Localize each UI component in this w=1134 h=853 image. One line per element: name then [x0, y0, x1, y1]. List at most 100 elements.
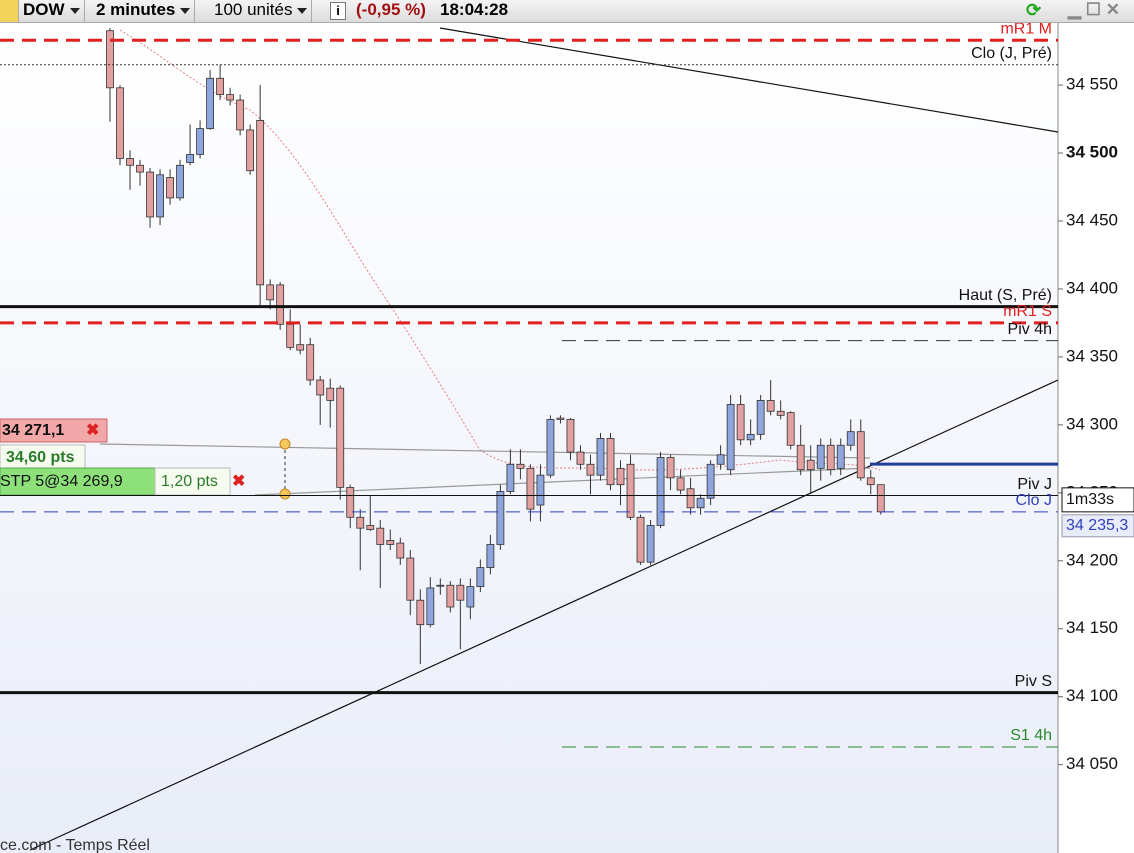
change: (-0,95 %)	[356, 0, 426, 19]
candle-body	[166, 177, 174, 199]
y-tick-label: 34 400	[1066, 278, 1118, 297]
candle-body	[356, 516, 365, 529]
candle-body	[626, 463, 635, 518]
candle-body	[336, 387, 345, 488]
candle-body	[526, 467, 535, 510]
candle-body	[486, 544, 495, 568]
level-label: Clo (J, Pré)	[971, 45, 1052, 62]
candle-body	[706, 463, 715, 499]
units-select[interactable]: 100 unités	[210, 0, 313, 22]
toolbar: DOW 2 minutes 100 unités i (-0,95 %) 18:…	[0, 0, 1134, 23]
countdown-box	[1061, 487, 1134, 513]
candle-body	[426, 587, 435, 626]
candle-body	[826, 444, 835, 471]
refresh[interactable]: ⟳	[1026, 0, 1042, 20]
y-tick-label: 34 500	[1066, 143, 1118, 162]
candle-body	[566, 419, 575, 453]
level-label: S1 4h	[1010, 727, 1052, 744]
candle-body	[576, 451, 585, 465]
candle-body	[396, 542, 405, 559]
y-tick-label: 34 200	[1066, 550, 1118, 569]
footer: ce.com - Temps Réel	[0, 837, 150, 853]
candle-body	[266, 284, 275, 301]
candle-body	[416, 599, 425, 626]
candle-body	[436, 584, 445, 587]
candle-body	[146, 171, 154, 218]
icon[interactable]	[0, 0, 19, 22]
candle-body	[116, 87, 124, 159]
y-tick-label: 34 050	[1066, 754, 1118, 773]
candle-body	[776, 410, 785, 416]
y-tick-label: 34 550	[1066, 75, 1118, 94]
candle-body	[276, 284, 285, 325]
order-handle[interactable]	[279, 488, 291, 500]
candle-body	[726, 404, 735, 471]
level-label: Clo J	[1016, 492, 1052, 509]
candle-body	[606, 438, 615, 486]
candle-body	[836, 444, 845, 469]
last-price-box	[1061, 514, 1134, 538]
candle-body	[106, 30, 114, 89]
candle-body	[286, 323, 295, 348]
order-panel: 34 271,1 ✖ 34,60 pts STP 5@34 269,9 1,20…	[0, 418, 245, 496]
candle-body	[226, 94, 235, 101]
trend-line	[439, 27, 1059, 133]
candle-body	[586, 463, 595, 476]
order-line	[254, 467, 871, 496]
y-tick-label: 34 100	[1066, 686, 1118, 705]
candle-body	[856, 431, 865, 479]
instrument-select[interactable]: DOW	[19, 0, 85, 22]
level-label: mR1 M	[1000, 20, 1052, 37]
candle-body	[196, 128, 204, 155]
distance: 34,60 pts	[6, 449, 75, 466]
candle-body	[506, 463, 515, 492]
candle-body	[766, 400, 775, 412]
period-select[interactable]: 2 minutes	[92, 0, 196, 22]
candle-body	[676, 477, 685, 491]
moving-average	[119, 29, 881, 471]
candle-body	[846, 431, 855, 446]
candle-body	[816, 444, 825, 469]
info-button[interactable]: i	[326, 0, 350, 22]
candle-body	[326, 387, 335, 401]
last-price: 34 235,3	[1066, 517, 1128, 534]
candle-body	[126, 158, 134, 166]
candle-body	[656, 457, 665, 526]
candle-body	[406, 557, 415, 601]
stop-order: STP 5@34 269,9	[0, 473, 123, 490]
countdown: 1m33s	[1066, 491, 1114, 508]
plot-area	[0, 22, 1058, 853]
candle-body	[496, 491, 505, 545]
candle-body	[236, 99, 245, 131]
level-label: Haut (S, Pré)	[959, 287, 1052, 304]
trend-line	[29, 379, 1059, 851]
candle-body	[636, 516, 645, 563]
window-controls[interactable]: ▁ ☐ ✕	[1068, 0, 1121, 19]
candle-body	[696, 497, 705, 509]
candle-body	[476, 567, 485, 588]
stop-box[interactable]	[0, 467, 156, 496]
y-tick-label: 34 150	[1066, 618, 1118, 637]
candle-body	[466, 586, 475, 608]
candle-body	[756, 400, 765, 435]
candle-body	[716, 454, 725, 465]
candle-body	[796, 444, 805, 471]
order-handle[interactable]	[279, 438, 291, 450]
close-order[interactable]: ✖	[86, 422, 99, 439]
candle-body	[686, 488, 695, 509]
candle-body	[376, 527, 385, 545]
candle-body	[386, 539, 395, 545]
stop-distance-box	[154, 467, 231, 496]
y-tick-label: 34 350	[1066, 346, 1118, 365]
candle-body	[546, 419, 555, 476]
candle-body	[206, 77, 215, 129]
y-axis-area	[1058, 22, 1134, 853]
level-label: Piv S	[1015, 673, 1052, 690]
candle-body	[556, 417, 565, 420]
period: 2 minutes	[96, 0, 176, 19]
order-price-box[interactable]	[0, 418, 108, 443]
marks	[106, 28, 885, 665]
close-stop[interactable]: ✖	[232, 473, 245, 490]
